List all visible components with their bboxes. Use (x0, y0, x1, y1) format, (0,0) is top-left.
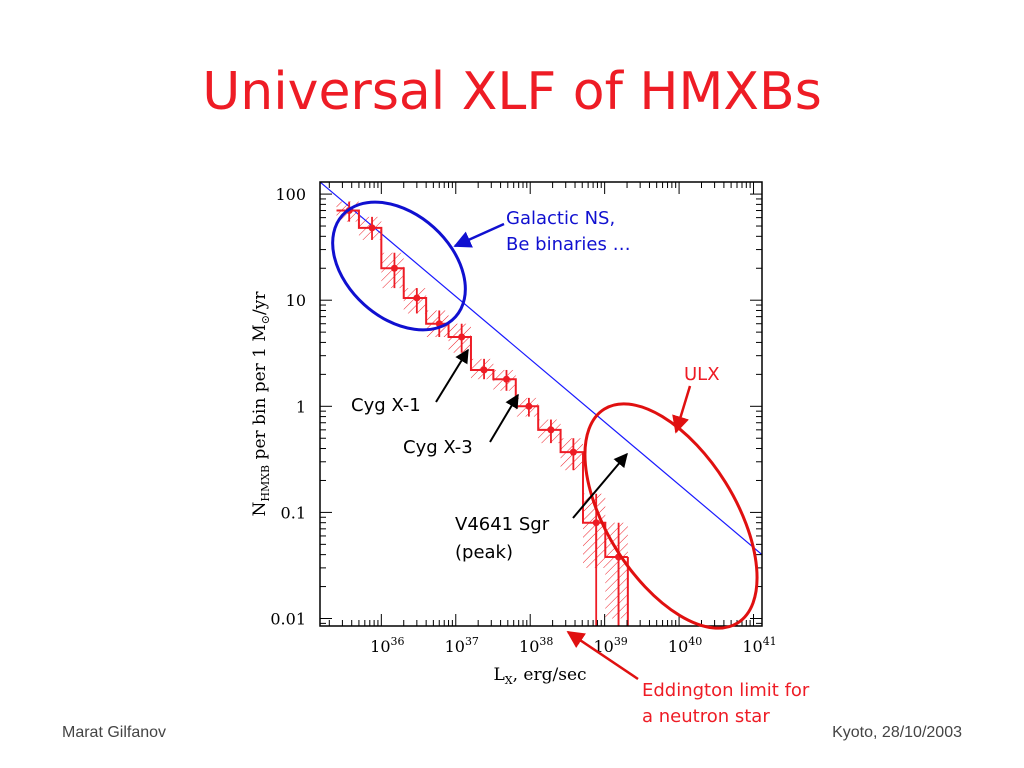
galactic-annotation: Galactic NS, Be binaries … (506, 208, 631, 255)
cygx3-arrow (489, 393, 519, 443)
ulx-arrow (672, 385, 692, 434)
galactic-arrow (453, 222, 505, 248)
y-tick-label: 0.01 (270, 610, 306, 629)
v4641-arrow (572, 452, 628, 519)
data-point (390, 264, 398, 272)
eddington-annotation: Eddington limit for a neutron star (642, 680, 815, 727)
data-point (480, 366, 488, 374)
x-tick-label: 1036 (370, 635, 404, 656)
v4641-annotation: V4641 Sgr (peak) (455, 514, 555, 563)
x-tick-label: 1041 (742, 635, 776, 656)
cygx1-annotation: Cyg X-1 (351, 395, 421, 416)
y-tick-label: 1 (296, 397, 306, 416)
y-tick-label: 10 (286, 291, 306, 310)
data-point (413, 294, 421, 302)
error-band-layer (336, 201, 628, 619)
x-tick-label: 1037 (445, 635, 479, 656)
data-point (458, 333, 466, 341)
power-law-fit-line (320, 182, 762, 556)
data-point (368, 224, 376, 232)
footer-author: Marat Gilfanov (62, 724, 167, 741)
ulx-ellipse (583, 402, 759, 630)
data-point (525, 402, 533, 410)
eddington-arrow (566, 630, 639, 681)
y-tick-label: 0.1 (281, 503, 306, 522)
axis-ticks (320, 182, 762, 626)
x-tick-label: 1038 (519, 635, 553, 656)
data-point (569, 448, 577, 456)
y-tick-label: 100 (275, 185, 306, 204)
data-points-layer (345, 201, 623, 626)
cygx1-arrow (435, 348, 469, 403)
error-band (605, 522, 628, 619)
x-tick-label: 1040 (668, 635, 702, 656)
data-point (547, 426, 555, 434)
data-point (502, 375, 510, 383)
plot-frame (319, 181, 763, 627)
x-axis-label: LX, erg/sec (493, 665, 586, 687)
galactic-ns-ellipse (331, 200, 467, 332)
y-axis-label: NHMXB per bin per 1 M⊙/yr (250, 291, 272, 517)
cygx3-annotation: Cyg X-3 (403, 437, 473, 458)
slide-title: Universal XLF of HMXBs (202, 62, 822, 122)
ulx-annotation: ULX (684, 364, 720, 385)
error-band (583, 493, 606, 568)
footer-venue-date: Kyoto, 28/10/2003 (832, 724, 962, 741)
fit-line-layer (320, 182, 762, 556)
